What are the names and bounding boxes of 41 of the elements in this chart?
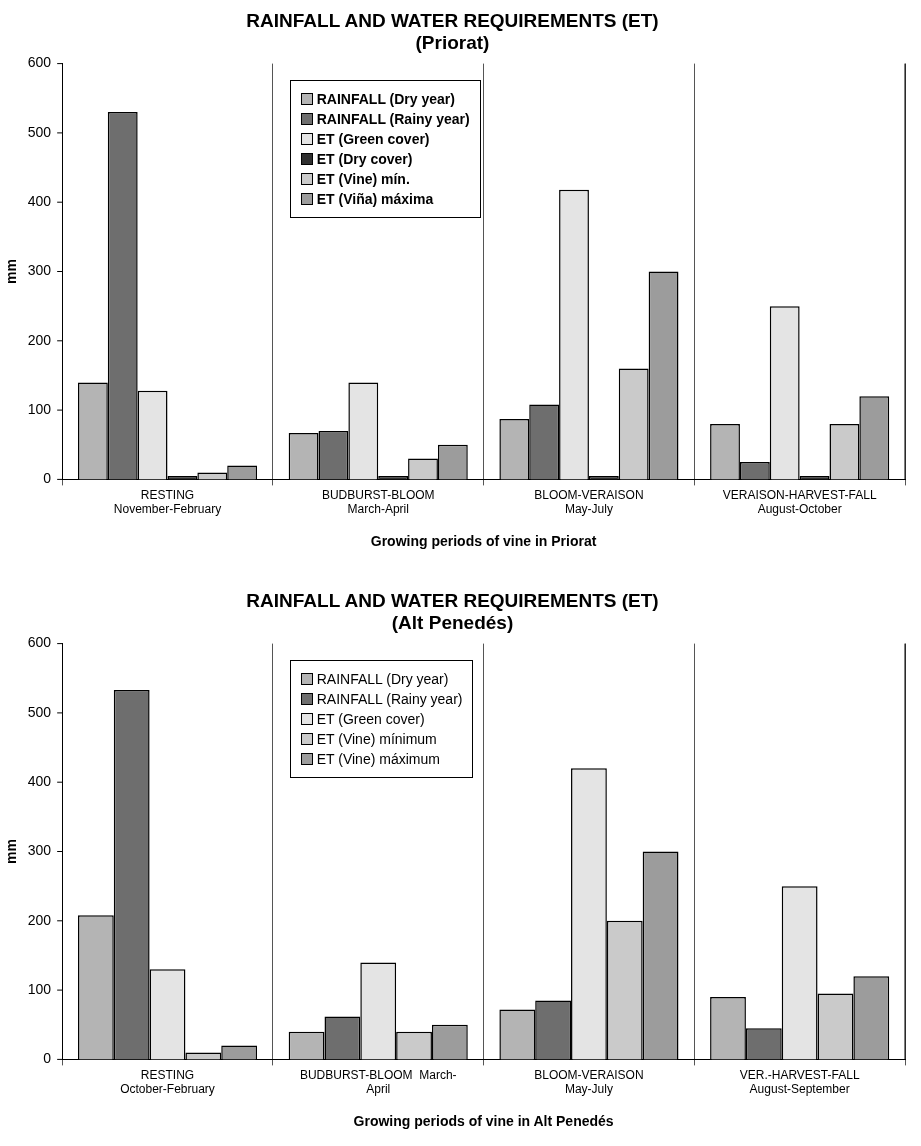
legend-label: ET (Dry cover) [316, 151, 413, 168]
legend-label: ET (Green cover) [316, 711, 425, 728]
y-tick-label: 0 [43, 470, 52, 487]
chart-subtitle: (Alt Penedés) [391, 612, 514, 634]
chart-subtitle: (Priorat) [415, 32, 490, 54]
y-tick-label: 300 [27, 842, 52, 859]
y-tick-label: 600 [27, 634, 52, 651]
chart-title: RAINFALL AND WATER REQUIREMENTS (ET) [246, 589, 659, 611]
y-tick-label: 100 [27, 400, 52, 417]
y-tick-label: 600 [27, 54, 52, 71]
y-axis-title: mm [3, 259, 20, 284]
x-tick-label: VERAISON-HARVEST-FALL August-October [722, 487, 877, 517]
legend-label: ET (Vine) mín. [316, 171, 410, 188]
x-tick-label: BLOOM-VERAISON May-July [534, 487, 644, 517]
x-axis-title: Growing periods of vine in Alt Penedés [353, 1113, 614, 1130]
legend-label: RAINFALL (Rainy year) [316, 111, 470, 128]
legend-label: ET (Vine) mínimum [316, 731, 437, 748]
legend-label: RAINFALL (Dry year) [316, 671, 449, 688]
x-tick-label: VER.-HARVEST-FALL August-September [739, 1067, 860, 1097]
y-tick-label: 400 [27, 773, 52, 790]
legend-label: RAINFALL (Rainy year) [316, 691, 463, 708]
x-tick-label: BUDBURST-BLOOM March-April [321, 487, 435, 517]
y-tick-label: 200 [27, 911, 52, 928]
y-tick-label: 100 [27, 980, 52, 997]
x-tick-label: RESTING November-February [113, 487, 222, 517]
legend-label: ET (Vine) máximum [316, 751, 440, 768]
y-tick-label: 400 [27, 193, 52, 210]
x-tick-label: BLOOM-VERAISON May-July [534, 1067, 644, 1097]
y-axis-title: mm [3, 839, 20, 864]
legend-label: RAINFALL (Dry year) [316, 91, 455, 108]
y-tick-label: 0 [43, 1050, 52, 1067]
x-axis-title: Growing periods of vine in Priorat [370, 533, 597, 550]
legend-label: ET (Viña) máxima [316, 191, 434, 208]
y-tick-label: 200 [27, 331, 52, 348]
chart-title: RAINFALL AND WATER REQUIREMENTS (ET) [246, 9, 659, 31]
legend-label: ET (Green cover) [316, 131, 430, 148]
x-tick-label: RESTING October-February [120, 1067, 215, 1097]
y-tick-label: 300 [27, 262, 52, 279]
x-tick-label: BUDBURST-BLOOM March- April [299, 1067, 457, 1097]
y-tick-label: 500 [27, 703, 52, 720]
y-tick-label: 500 [27, 123, 52, 140]
